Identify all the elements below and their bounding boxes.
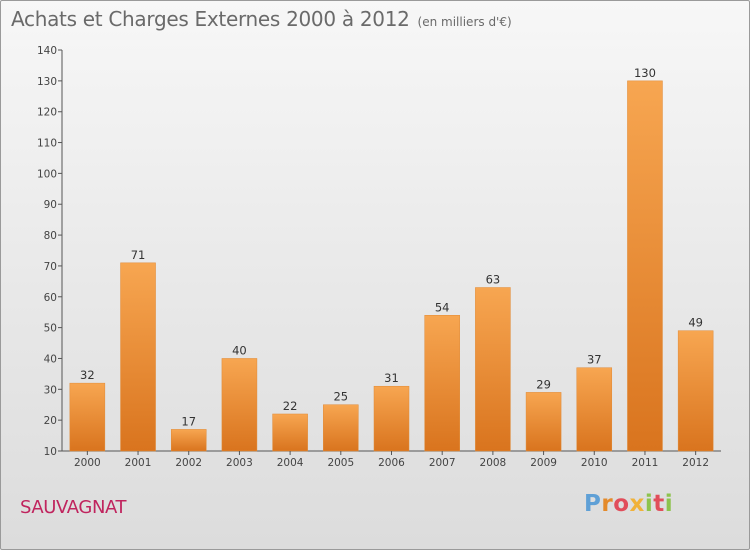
- bar-2010: [576, 367, 613, 452]
- y-tick-label: 20: [44, 415, 57, 427]
- value-label-2012: 49: [688, 316, 703, 330]
- bar-2003: [221, 358, 258, 452]
- value-label-2003: 40: [232, 343, 247, 357]
- y-tick-label: 60: [44, 292, 57, 304]
- y-tick-label: 120: [37, 107, 57, 119]
- x-tick-label-2010: 2010: [581, 457, 608, 469]
- value-label-2005: 25: [333, 390, 348, 404]
- y-tick-label: 10: [44, 446, 57, 458]
- bar-2001: [120, 262, 156, 452]
- value-label-2010: 37: [587, 353, 602, 367]
- value-label-2009: 29: [536, 377, 551, 391]
- bar-2008: [475, 287, 511, 452]
- x-tick-label-2008: 2008: [480, 457, 507, 469]
- y-tick-label: 80: [44, 230, 57, 242]
- x-tick-label-2002: 2002: [175, 457, 202, 469]
- logo-letter: i: [644, 491, 654, 517]
- logo-letter: i: [664, 491, 674, 517]
- logo-letter: r: [601, 491, 614, 517]
- x-tick-label-2001: 2001: [125, 457, 152, 469]
- chart-unit-text: (en milliers d'€): [417, 15, 512, 29]
- commune-name: SAUVAGNAT: [20, 497, 127, 518]
- value-label-2001: 71: [131, 248, 146, 262]
- bar-2007: [424, 315, 460, 452]
- x-tick-label-2009: 2009: [530, 457, 557, 469]
- y-tick-label: 100: [37, 168, 57, 180]
- proxiti-logo: Proxiti: [584, 491, 673, 517]
- logo-letter: t: [653, 491, 665, 517]
- bar-2000: [69, 382, 106, 452]
- x-tick-label-2011: 2011: [632, 457, 659, 469]
- y-tick-label: 130: [37, 76, 57, 88]
- x-tick-label-2004: 2004: [277, 457, 304, 469]
- bar-2005: [323, 404, 359, 452]
- value-label-2000: 32: [80, 368, 95, 382]
- x-tick-label-2003: 2003: [226, 457, 253, 469]
- y-tick-label: 30: [44, 384, 57, 396]
- y-tick-label: 90: [44, 199, 57, 211]
- y-tick-label: 140: [37, 45, 57, 57]
- y-tick-label: 70: [44, 261, 57, 273]
- value-label-2008: 63: [486, 273, 501, 287]
- logo-letter: x: [629, 491, 645, 517]
- value-label-2006: 31: [384, 371, 399, 385]
- chart-title-text: Achats et Charges Externes 2000 à 2012: [11, 7, 410, 31]
- x-tick-label-2005: 2005: [327, 457, 354, 469]
- value-label-2011: 130: [634, 66, 656, 80]
- bar-2011: [627, 80, 663, 452]
- x-tick-label-2006: 2006: [378, 457, 405, 469]
- y-tick-label: 110: [37, 138, 57, 150]
- x-tick-label-2012: 2012: [682, 457, 709, 469]
- y-tick-label: 40: [44, 353, 57, 365]
- value-label-2004: 22: [283, 399, 298, 413]
- bar-2002: [170, 429, 207, 452]
- bar-2006: [373, 385, 410, 452]
- x-tick-label-2007: 2007: [429, 457, 456, 469]
- value-label-2002: 17: [181, 414, 196, 428]
- x-tick-label-2000: 2000: [74, 457, 101, 469]
- chart-title: Achats et Charges Externes 2000 à 2012 (e…: [11, 7, 512, 31]
- bar-2012: [677, 330, 714, 452]
- value-label-2007: 54: [435, 300, 450, 314]
- bar-2009: [525, 392, 562, 452]
- bar-2004: [272, 413, 308, 452]
- logo-letter: o: [613, 491, 630, 517]
- logo-letter: P: [584, 491, 602, 517]
- y-tick-label: 50: [44, 323, 57, 335]
